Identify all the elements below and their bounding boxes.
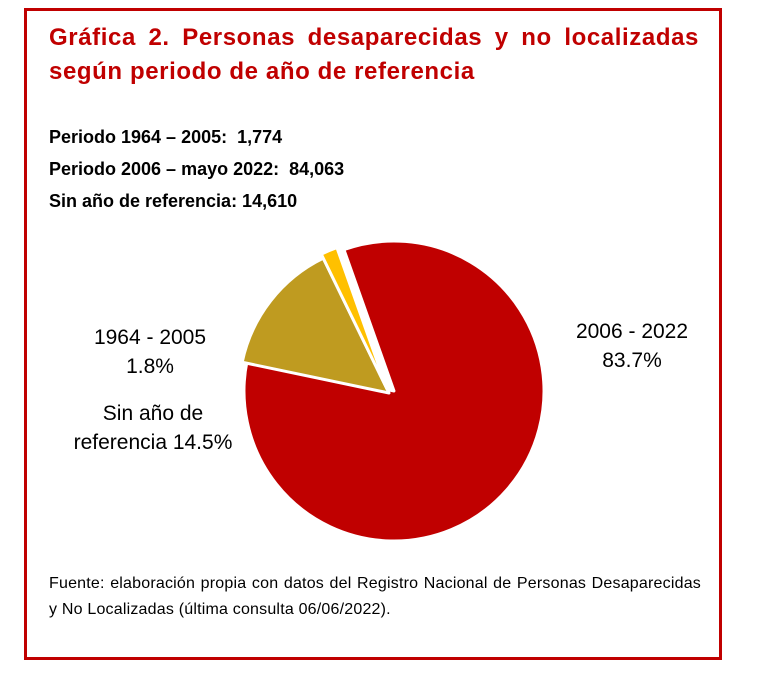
stat-no-reference-year: Sin año de referencia: 14,610	[49, 191, 298, 211]
stat-period-1964-2005: Periodo 1964 – 2005: 1,774	[49, 127, 283, 147]
pie-slice-1964-2005	[319, 246, 389, 391]
pie-slice-label: 1964 - 2005 1.8%	[94, 326, 206, 378]
chart-title: Gráfica 2. Personas desaparecidas y no l…	[49, 24, 699, 85]
pie-slice-label: Sin año de referencia 14.5%	[74, 402, 233, 454]
pie-slice-2006-2022	[242, 239, 546, 543]
stats-block: Periodo 1964 – 2005: 1,774 Periodo 2006 …	[49, 121, 344, 217]
source-note: Fuente: elaboración propia con datos del…	[49, 575, 701, 618]
pie-slice-sin-ano-referencia	[240, 256, 391, 395]
stat-period-2006-2022: Periodo 2006 – mayo 2022: 84,063	[49, 159, 345, 179]
pie-slice-label: 2006 - 2022 83.7%	[576, 320, 688, 372]
chart-frame: Gráfica 2. Personas desaparecidas y no l…	[24, 8, 722, 660]
